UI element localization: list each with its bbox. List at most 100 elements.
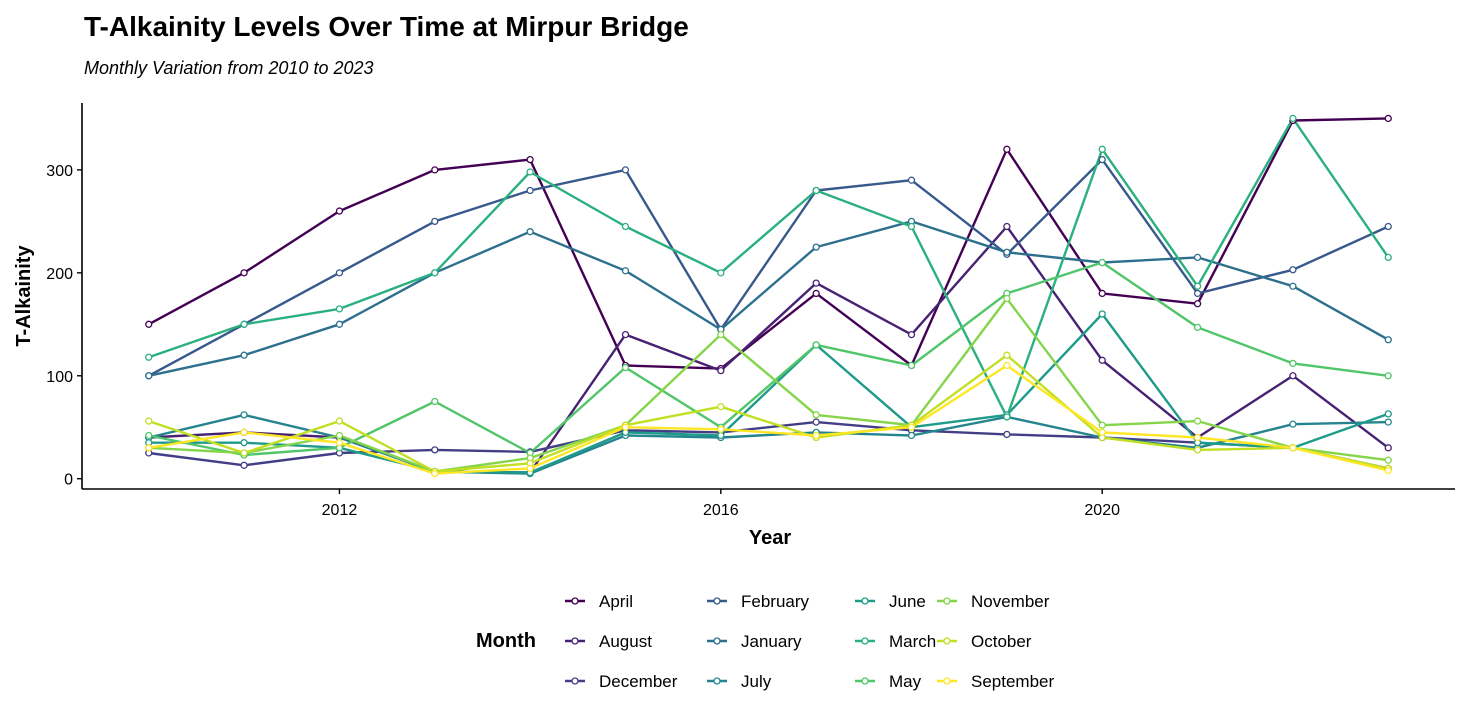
data-point-july [907, 431, 916, 440]
data-point-august [621, 330, 630, 339]
data-point-june [1098, 310, 1106, 318]
data-point-september [145, 444, 153, 452]
data-point-november [812, 411, 820, 419]
data-point-august [1003, 222, 1011, 231]
data-point-june [717, 431, 725, 440]
legend-key-point [571, 677, 579, 685]
x-axis-ticks: 2012 2016 2020 [322, 489, 1120, 519]
data-point-september [1003, 361, 1011, 370]
series-line-may [148, 261, 1389, 457]
data-point-march [621, 222, 630, 231]
data-point-december [240, 461, 248, 469]
data-point-april [1384, 114, 1392, 123]
legend-title: Month [476, 630, 536, 652]
data-point-march [717, 269, 725, 277]
data-point-march [335, 305, 344, 313]
legend-item-august: August [565, 632, 652, 651]
legend-item-january: January [707, 632, 802, 651]
x-tick-label: 2016 [703, 502, 739, 519]
legend-key-point [861, 637, 869, 645]
chart-subtitle: Monthly Variation from 2010 to 2023 [84, 58, 374, 78]
legend-item-july: July [707, 672, 772, 691]
data-point-april [1193, 300, 1202, 308]
legend-label: August [599, 632, 652, 651]
data-point-september [1384, 466, 1392, 475]
data-point-april [240, 269, 248, 277]
data-point-january [240, 351, 248, 359]
data-point-january [335, 320, 344, 328]
series-line-july [148, 413, 1389, 475]
legend-key-point [713, 677, 721, 685]
data-point-september [812, 431, 820, 440]
legend-label: April [599, 592, 633, 611]
legend-label: February [741, 592, 810, 611]
data-point-january [812, 243, 820, 251]
data-point-october [1003, 351, 1011, 359]
legend-item-march: March [855, 632, 936, 651]
legend-key-point [861, 677, 869, 685]
legend-label: September [971, 672, 1054, 691]
legend-key-point [571, 637, 579, 645]
data-point-november [335, 431, 344, 440]
data-point-august [812, 279, 820, 287]
series-line-october [148, 354, 1389, 473]
series-line-september [148, 364, 1389, 475]
data-point-august [907, 330, 916, 339]
y-tick-label: 300 [46, 163, 73, 180]
data-point-april [431, 166, 439, 174]
series-line-november [148, 297, 1389, 473]
data-point-march [812, 186, 820, 195]
legend-label: November [971, 592, 1050, 611]
data-point-february [1098, 155, 1106, 164]
data-point-december [812, 418, 820, 426]
data-point-february [526, 186, 534, 195]
data-point-november [1193, 417, 1202, 425]
legend-label: December [599, 672, 678, 691]
data-point-march [1384, 253, 1392, 262]
data-point-april [1098, 289, 1106, 298]
data-point-march [1193, 282, 1202, 290]
data-point-august [1098, 356, 1106, 364]
data-point-june [1384, 410, 1392, 418]
legend-key-point [861, 597, 869, 605]
data-point-may [145, 431, 153, 440]
data-point-september [431, 469, 439, 478]
data-point-october [335, 417, 344, 425]
data-point-november [1098, 421, 1106, 429]
data-point-march [240, 320, 248, 328]
series-line-february [148, 158, 1389, 377]
series-line-january [148, 220, 1389, 377]
data-point-september [1193, 433, 1202, 442]
y-axis-ticks: 0 100 200 300 [46, 163, 82, 489]
data-point-september [621, 423, 630, 431]
data-point-february [335, 269, 344, 277]
data-point-march [1098, 145, 1106, 153]
data-point-september [1289, 444, 1297, 452]
legend-label: June [889, 592, 926, 611]
data-point-january [526, 228, 534, 236]
data-point-april [335, 207, 344, 215]
data-point-march [145, 353, 153, 361]
data-point-january [621, 267, 630, 275]
data-point-march [1289, 114, 1297, 123]
legend-item-september: September [937, 672, 1054, 691]
legend-item-february: February [707, 592, 810, 611]
legend-key-point [943, 677, 951, 685]
data-point-may [1098, 258, 1106, 267]
data-point-december [1003, 430, 1011, 439]
y-tick-label: 0 [64, 472, 73, 489]
data-point-january [145, 372, 153, 380]
legend-item-april: April [565, 592, 633, 611]
data-point-august [1384, 444, 1392, 452]
data-point-march [431, 269, 439, 277]
series-line-december [148, 420, 1389, 470]
data-point-december [431, 446, 439, 454]
legend: April August December February January July Ju… [565, 592, 1054, 691]
data-point-october [1193, 446, 1202, 454]
legend-item-november: November [937, 592, 1050, 611]
data-point-march [1003, 413, 1011, 421]
data-point-may [1193, 323, 1202, 332]
legend-item-may: May [855, 672, 922, 691]
legend-key-point [571, 597, 579, 605]
